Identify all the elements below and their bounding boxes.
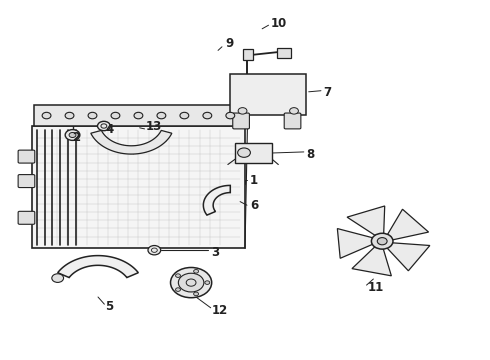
Circle shape (180, 112, 189, 119)
Circle shape (377, 238, 387, 245)
Circle shape (238, 108, 247, 114)
Text: 6: 6 (250, 199, 258, 212)
Circle shape (111, 112, 120, 119)
Text: 12: 12 (212, 304, 228, 317)
Circle shape (203, 112, 212, 119)
Circle shape (42, 112, 51, 119)
Polygon shape (338, 229, 372, 258)
Circle shape (194, 270, 198, 273)
Bar (230, 74, 306, 115)
Polygon shape (388, 209, 429, 240)
Polygon shape (91, 130, 172, 154)
Bar (243, 49, 253, 60)
FancyBboxPatch shape (18, 150, 35, 163)
Circle shape (98, 121, 110, 131)
Text: 11: 11 (368, 281, 384, 294)
Circle shape (226, 112, 235, 119)
Circle shape (175, 274, 180, 278)
Circle shape (88, 112, 97, 119)
Bar (235, 143, 272, 163)
Text: 1: 1 (250, 174, 258, 186)
Circle shape (65, 112, 74, 119)
Circle shape (157, 112, 166, 119)
Circle shape (148, 246, 161, 255)
Text: 10: 10 (270, 17, 287, 30)
FancyBboxPatch shape (18, 175, 35, 188)
Bar (277, 48, 291, 58)
Circle shape (175, 288, 180, 291)
Text: 13: 13 (146, 120, 162, 132)
Polygon shape (347, 206, 385, 235)
Text: 7: 7 (323, 86, 332, 99)
Text: 3: 3 (211, 246, 219, 258)
Polygon shape (387, 243, 430, 271)
FancyBboxPatch shape (18, 211, 35, 224)
FancyBboxPatch shape (233, 113, 249, 129)
Circle shape (205, 281, 210, 284)
Circle shape (194, 292, 198, 296)
Circle shape (134, 112, 143, 119)
Text: 4: 4 (105, 123, 114, 136)
Circle shape (52, 274, 64, 282)
Polygon shape (352, 247, 392, 276)
Circle shape (65, 130, 80, 140)
Text: 8: 8 (306, 148, 315, 161)
Polygon shape (203, 185, 230, 215)
Bar (32, 126, 245, 248)
FancyBboxPatch shape (284, 113, 301, 129)
Circle shape (69, 132, 76, 138)
Circle shape (238, 148, 250, 157)
Circle shape (171, 267, 212, 298)
Circle shape (371, 233, 393, 249)
Polygon shape (58, 256, 138, 278)
Text: 5: 5 (105, 300, 114, 313)
Circle shape (178, 273, 204, 292)
Circle shape (290, 108, 298, 114)
Bar (34, 105, 243, 126)
Text: 2: 2 (73, 131, 81, 144)
Text: 9: 9 (225, 37, 234, 50)
